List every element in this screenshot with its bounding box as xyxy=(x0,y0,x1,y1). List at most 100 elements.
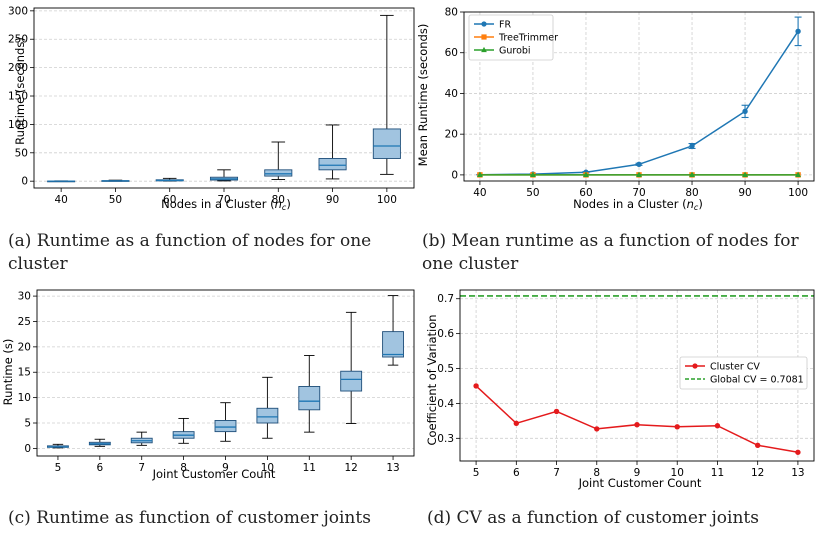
box-iqr xyxy=(256,407,279,424)
box-40 xyxy=(47,180,76,183)
x-tick-label: 50 xyxy=(526,187,539,199)
chart-b-xlabel: Nodes in a Cluster (nc) xyxy=(573,197,703,212)
x-tick-label: 90 xyxy=(738,187,751,199)
marker-circle xyxy=(674,424,680,430)
chart-a-xlabel: Nodes in a Cluster (nc) xyxy=(161,197,291,212)
plot-frame xyxy=(459,289,815,462)
box-iqr xyxy=(318,158,347,171)
plot-frame xyxy=(36,289,415,457)
x-tick-label: 8 xyxy=(180,462,187,474)
legend-label: FR xyxy=(499,19,511,30)
x-tick-label: 40 xyxy=(54,194,67,206)
chart-c-xlabel: Joint Customer Count xyxy=(152,467,276,481)
box-100 xyxy=(372,14,401,175)
y-tick-label: 0 xyxy=(24,443,31,455)
box-6 xyxy=(88,438,111,447)
x-tick-label: 100 xyxy=(788,187,808,199)
marker-circle xyxy=(634,422,640,428)
x-tick-label: 5 xyxy=(55,462,62,474)
box-12 xyxy=(340,311,363,424)
y-tick-label: 30 xyxy=(18,291,31,303)
marker-circle xyxy=(742,108,748,115)
marker-triangle xyxy=(481,46,487,53)
x-tick-label: 11 xyxy=(303,462,316,474)
y-tick-label: 0.7 xyxy=(437,293,454,305)
chart-d: Coefficient of Variation Joint Customer … xyxy=(425,289,815,490)
caption-a: (a) Runtime as a function of nodes for o… xyxy=(8,231,372,274)
y-tick-label: 0 xyxy=(451,169,458,181)
marker-circle xyxy=(714,423,721,429)
x-tick-label: 6 xyxy=(96,462,103,474)
x-tick-label: 12 xyxy=(751,467,764,479)
box-50 xyxy=(101,179,130,182)
box-70 xyxy=(209,169,239,182)
y-tick-label: 200 xyxy=(8,62,28,74)
legend-label: Gurobi xyxy=(499,45,531,56)
x-tick-label: 5 xyxy=(473,467,480,479)
marker-circle xyxy=(754,442,761,448)
x-tick-label: 6 xyxy=(513,467,520,479)
box-iqr xyxy=(382,331,404,358)
chart-a-ylabel: Runtime (seconds) xyxy=(13,37,27,145)
box-iqr xyxy=(372,128,401,159)
y-tick-label: 60 xyxy=(445,47,458,59)
x-tick-label: 70 xyxy=(632,187,645,199)
legend: FR TreeTrimmer Gurobi xyxy=(468,14,558,61)
x-tick-label: 40 xyxy=(473,187,486,199)
x-tick-label: 13 xyxy=(386,462,399,474)
chart-d-ylabel: Coefficient of Variation xyxy=(425,314,439,445)
y-tick-label: 100 xyxy=(8,119,28,131)
chart-c: Runtime (s) Joint Customer Count 0 5 10 15 2… xyxy=(1,289,415,481)
box-iqr xyxy=(340,370,363,392)
box-90 xyxy=(318,124,347,180)
x-tick-label: 10 xyxy=(261,462,274,474)
marker-triangle xyxy=(636,171,642,178)
marker-circle xyxy=(473,383,479,389)
marker-circle xyxy=(689,143,695,149)
chart-c-ylabel: Runtime (s) xyxy=(1,339,15,406)
box-9 xyxy=(214,402,237,442)
chart-b: Mean Runtime (seconds) Nodes in a Cluste… xyxy=(416,7,815,212)
box-13 xyxy=(382,295,404,366)
x-tick-label: 90 xyxy=(326,194,339,206)
y-tick-label: 0.6 xyxy=(437,328,454,340)
x-tick-label: 70 xyxy=(217,194,230,206)
box-8 xyxy=(172,417,195,444)
marker-triangle xyxy=(742,171,749,178)
x-tick-label: 12 xyxy=(344,462,357,474)
marker-circle xyxy=(553,408,560,415)
y-tick-label: 10 xyxy=(18,392,31,404)
marker-circle xyxy=(795,28,801,35)
chart-b-ylabel: Mean Runtime (seconds) xyxy=(416,24,430,167)
x-tick-label: 9 xyxy=(222,462,229,474)
series-gurobi xyxy=(476,171,802,178)
plot-frame xyxy=(463,11,815,182)
x-tick-label: 100 xyxy=(377,194,397,206)
x-tick-label: 7 xyxy=(553,467,560,479)
legend: Cluster CV Global CV = 0.7081 xyxy=(679,356,808,390)
marker-triangle xyxy=(529,171,536,178)
box-5 xyxy=(47,443,69,449)
marker-triangle xyxy=(582,171,589,178)
legend-label: Cluster CV xyxy=(710,361,760,372)
marker-triangle xyxy=(795,171,802,178)
y-tick-label: 0.4 xyxy=(437,398,454,410)
x-tick-label: 7 xyxy=(138,462,145,474)
x-tick-label: 11 xyxy=(711,467,724,479)
x-tick-label: 80 xyxy=(685,187,698,199)
y-tick-label: 150 xyxy=(8,91,28,103)
marker-circle xyxy=(513,420,520,427)
x-tick-label: 8 xyxy=(593,467,600,479)
y-tick-label: 0 xyxy=(21,176,28,188)
caption-c: (c) Runtime as function of customer join… xyxy=(8,508,371,528)
y-tick-label: 0.3 xyxy=(437,433,454,445)
legend-box xyxy=(679,356,808,390)
marker-circle xyxy=(594,426,600,432)
y-tick-label: 300 xyxy=(8,5,28,17)
chart-a: Runtime (seconds) Nodes in a Cluster (nc… xyxy=(8,5,415,212)
box-iqr xyxy=(298,386,321,411)
y-tick-label: 5 xyxy=(24,418,31,430)
box-11 xyxy=(298,355,321,433)
x-tick-label: 10 xyxy=(671,467,684,479)
box-60 xyxy=(155,177,184,182)
